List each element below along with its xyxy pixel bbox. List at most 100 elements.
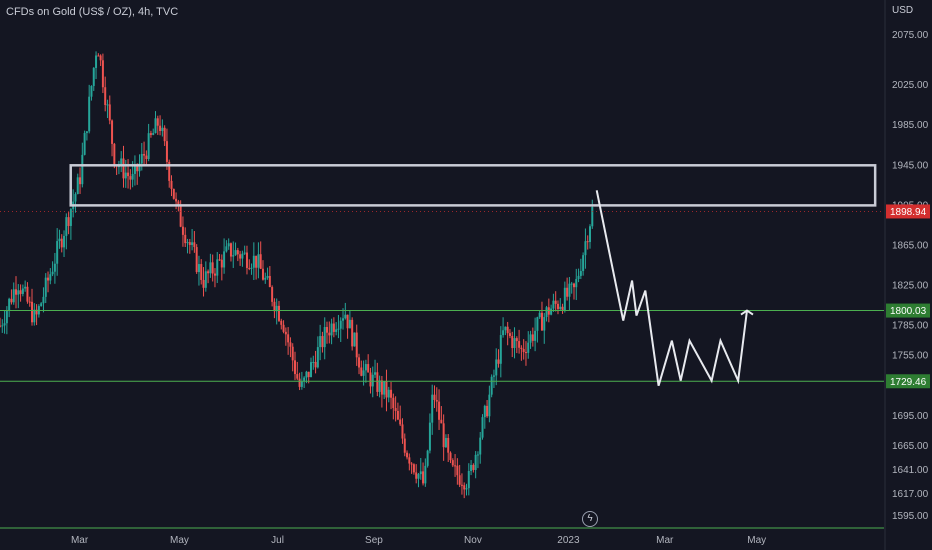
- time-tick-label: Mar: [71, 535, 89, 546]
- price-axis[interactable]: 2075.002025.001985.001945.001905.001865.…: [892, 30, 929, 522]
- price-badge-label: 1729.46: [890, 377, 927, 388]
- candle-body: [227, 243, 230, 247]
- candle-body: [476, 454, 479, 456]
- candle-body: [447, 437, 450, 453]
- candle-body: [575, 279, 578, 288]
- candle-body: [17, 290, 20, 295]
- time-tick-label: Nov: [464, 535, 482, 546]
- candle-body: [243, 252, 246, 254]
- horizontal-levels[interactable]: [0, 310, 884, 529]
- candle-body: [415, 472, 418, 479]
- candle-body: [492, 375, 495, 377]
- candle-body: [337, 328, 340, 330]
- candle-body: [69, 209, 72, 226]
- candle-body: [289, 342, 292, 347]
- candle-body: [586, 241, 589, 243]
- candle-body: [506, 326, 509, 334]
- resistance-zone-box[interactable]: [69, 164, 877, 207]
- candle-body: [44, 277, 47, 297]
- candle-body: [348, 319, 351, 329]
- projection-path[interactable]: [595, 190, 754, 387]
- candle-body: [440, 419, 443, 424]
- candle-body: [383, 381, 386, 395]
- candle-body: [252, 255, 255, 268]
- candle-body: [296, 374, 299, 379]
- candle-body: [33, 309, 36, 323]
- candle-body: [344, 314, 347, 319]
- candle-body: [298, 378, 301, 387]
- candle-body: [108, 104, 111, 121]
- candle-body: [486, 405, 489, 417]
- candle-body: [191, 242, 194, 245]
- candle-body: [5, 310, 8, 324]
- candle-body: [149, 133, 152, 135]
- price-tick-label: 1985.00: [892, 120, 929, 131]
- time-axis[interactable]: Mar May Jul Sep Nov 2023 Mar May: [71, 535, 766, 546]
- price-badge-label: 1898.94: [890, 207, 927, 218]
- price-tick-label: 1945.00: [892, 160, 929, 171]
- candle-body: [40, 303, 43, 307]
- candle-body: [266, 275, 269, 278]
- candle-body: [332, 323, 335, 332]
- candle-body: [259, 254, 262, 269]
- candle-body: [307, 371, 310, 378]
- symbol-title[interactable]: CFDs on Gold (US$ / OZ), 4h, TVC: [6, 6, 179, 18]
- candle-body: [406, 452, 409, 458]
- candle-body: [186, 242, 189, 244]
- candle-body: [58, 238, 61, 242]
- candle-body: [275, 305, 278, 312]
- candle-body: [504, 326, 507, 331]
- candle-body: [364, 364, 367, 371]
- time-tick-label: Jul: [271, 535, 284, 546]
- candle-body: [232, 255, 235, 257]
- candle-body: [346, 314, 349, 329]
- candle-body: [181, 226, 184, 235]
- candle-body: [499, 335, 502, 364]
- candle-body: [554, 300, 557, 304]
- candle-body: [433, 394, 436, 400]
- candle-body: [99, 55, 102, 61]
- candle-body: [229, 243, 232, 257]
- candle-body: [140, 154, 143, 164]
- candle-body: [101, 60, 104, 88]
- candle-body: [35, 309, 38, 315]
- candle-body: [218, 259, 221, 261]
- candle-body: [428, 422, 431, 451]
- candle-body: [314, 361, 317, 368]
- candles: [0, 51, 884, 499]
- price-badge: [886, 204, 930, 219]
- candle-body: [204, 271, 207, 288]
- candle-body: [12, 289, 15, 303]
- candle-body: [193, 242, 196, 248]
- candle-body: [15, 289, 18, 295]
- candle-body: [303, 377, 306, 382]
- candle-body: [371, 374, 374, 387]
- candle-body: [177, 201, 180, 206]
- candle-body: [90, 85, 93, 97]
- candle-body: [106, 104, 109, 106]
- price-badge: [886, 374, 930, 389]
- candle-body: [566, 287, 569, 297]
- projection-zigzag[interactable]: [595, 190, 748, 387]
- resistance-zone[interactable]: [69, 164, 877, 207]
- candle-body: [156, 118, 159, 126]
- candle-body: [511, 335, 514, 349]
- candle-body: [392, 397, 395, 409]
- candle-body: [124, 172, 127, 179]
- candle-body: [53, 263, 56, 272]
- candle-body: [83, 132, 86, 155]
- candle-body: [577, 275, 580, 280]
- candle-body: [172, 188, 175, 199]
- candle-body: [213, 273, 216, 276]
- candle-body: [326, 327, 329, 333]
- candle-body: [127, 172, 130, 177]
- candle-body: [424, 465, 427, 484]
- candle-body: [518, 341, 521, 348]
- candle-body: [472, 464, 475, 470]
- candle-body: [147, 133, 150, 160]
- candle-body: [220, 259, 223, 268]
- candle-body: [527, 342, 530, 353]
- lightning-icon[interactable]: ϟ: [582, 511, 598, 527]
- candle-body: [588, 226, 591, 242]
